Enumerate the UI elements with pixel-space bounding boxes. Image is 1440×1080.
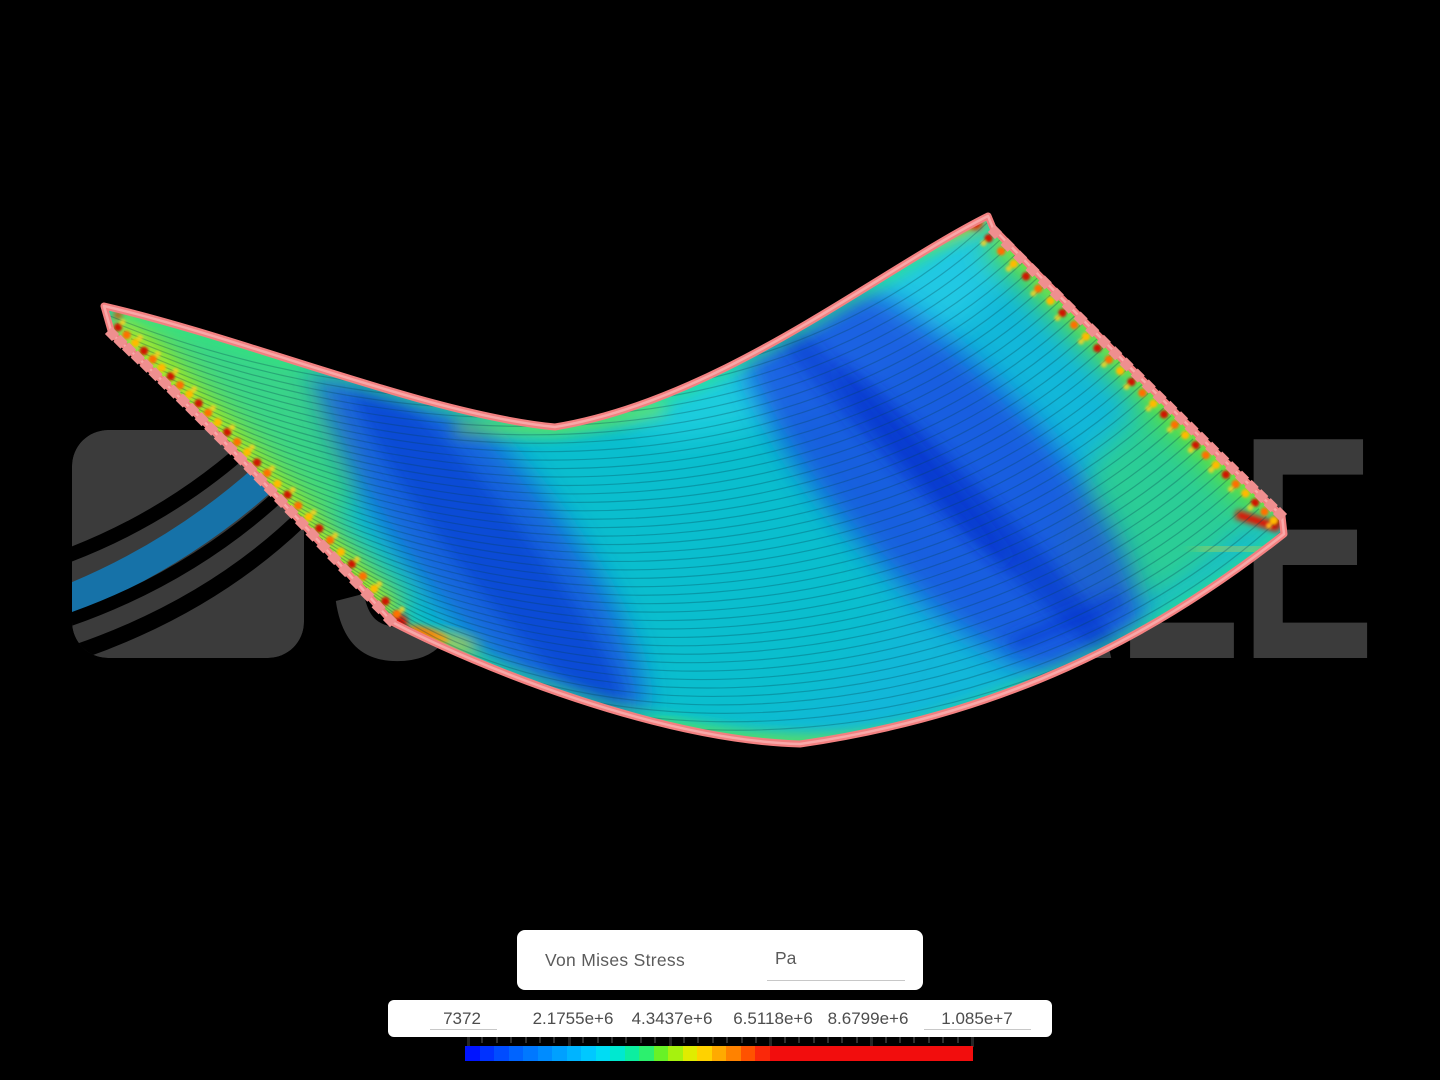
edge-stress-concentrations	[113, 234, 1279, 619]
legend-unit-field[interactable]: Pa	[775, 948, 797, 968]
scale-min-field[interactable]: 7372	[443, 1009, 481, 1028]
scale-max-field[interactable]: 1.085e+7	[941, 1009, 1013, 1028]
scale-tick-label: 2.1755e+6	[532, 1009, 614, 1028]
scale-tick-label: 8.6799e+6	[827, 1009, 909, 1028]
colorbar	[465, 1046, 974, 1061]
legend-unit-underline	[767, 980, 905, 981]
colorbar-ticks	[467, 1037, 974, 1048]
scale-max-underline	[924, 1029, 1031, 1030]
mesh-wireframe	[109, 221, 1282, 731]
scale-tick-label: 6.5118e+6	[733, 1009, 813, 1028]
scale-tick-label: 4.3437e+6	[631, 1009, 713, 1028]
scale-min-underline	[430, 1029, 497, 1030]
legend-title-box: Von Mises Stress Pa	[517, 930, 923, 990]
serrated-edge	[104, 224, 1288, 628]
legend-field-name: Von Mises Stress	[545, 950, 685, 970]
legend-scale-box: 7372 2.1755e+6 4.3437e+6 6.5118e+6 8.679…	[388, 1000, 1052, 1037]
